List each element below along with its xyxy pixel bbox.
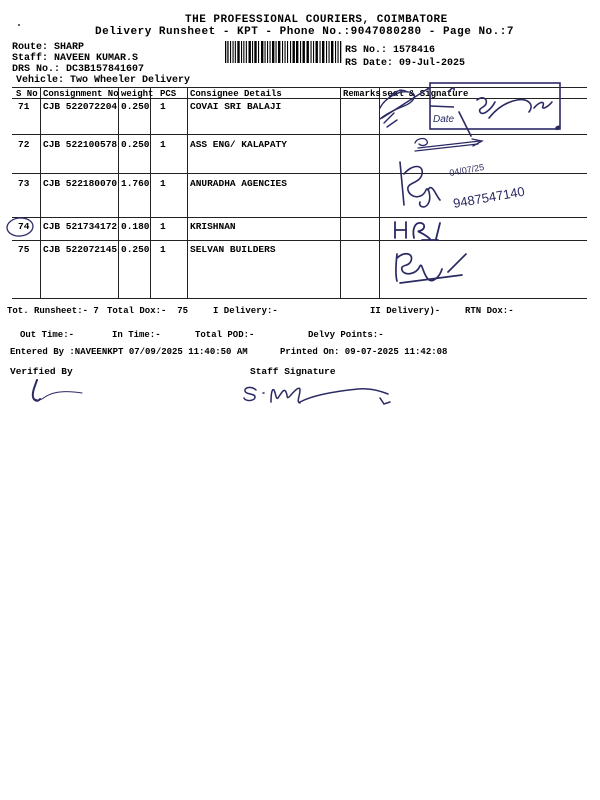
svg-text:Date: Date [433,114,455,125]
svg-text:04/07/25: 04/07/25 [449,162,485,178]
svg-text:9487547140: 9487547140 [452,184,526,211]
